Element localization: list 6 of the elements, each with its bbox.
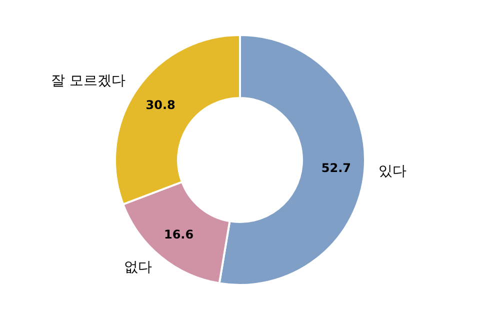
data-label: 16.6 — [164, 228, 194, 242]
slice-label: 잘 모르겠다 — [51, 73, 126, 90]
slice-label: 없다 — [124, 259, 152, 276]
slice-label: 있다 — [378, 164, 407, 180]
data-label: 30.8 — [146, 98, 176, 112]
data-label: 52.7 — [321, 161, 351, 176]
